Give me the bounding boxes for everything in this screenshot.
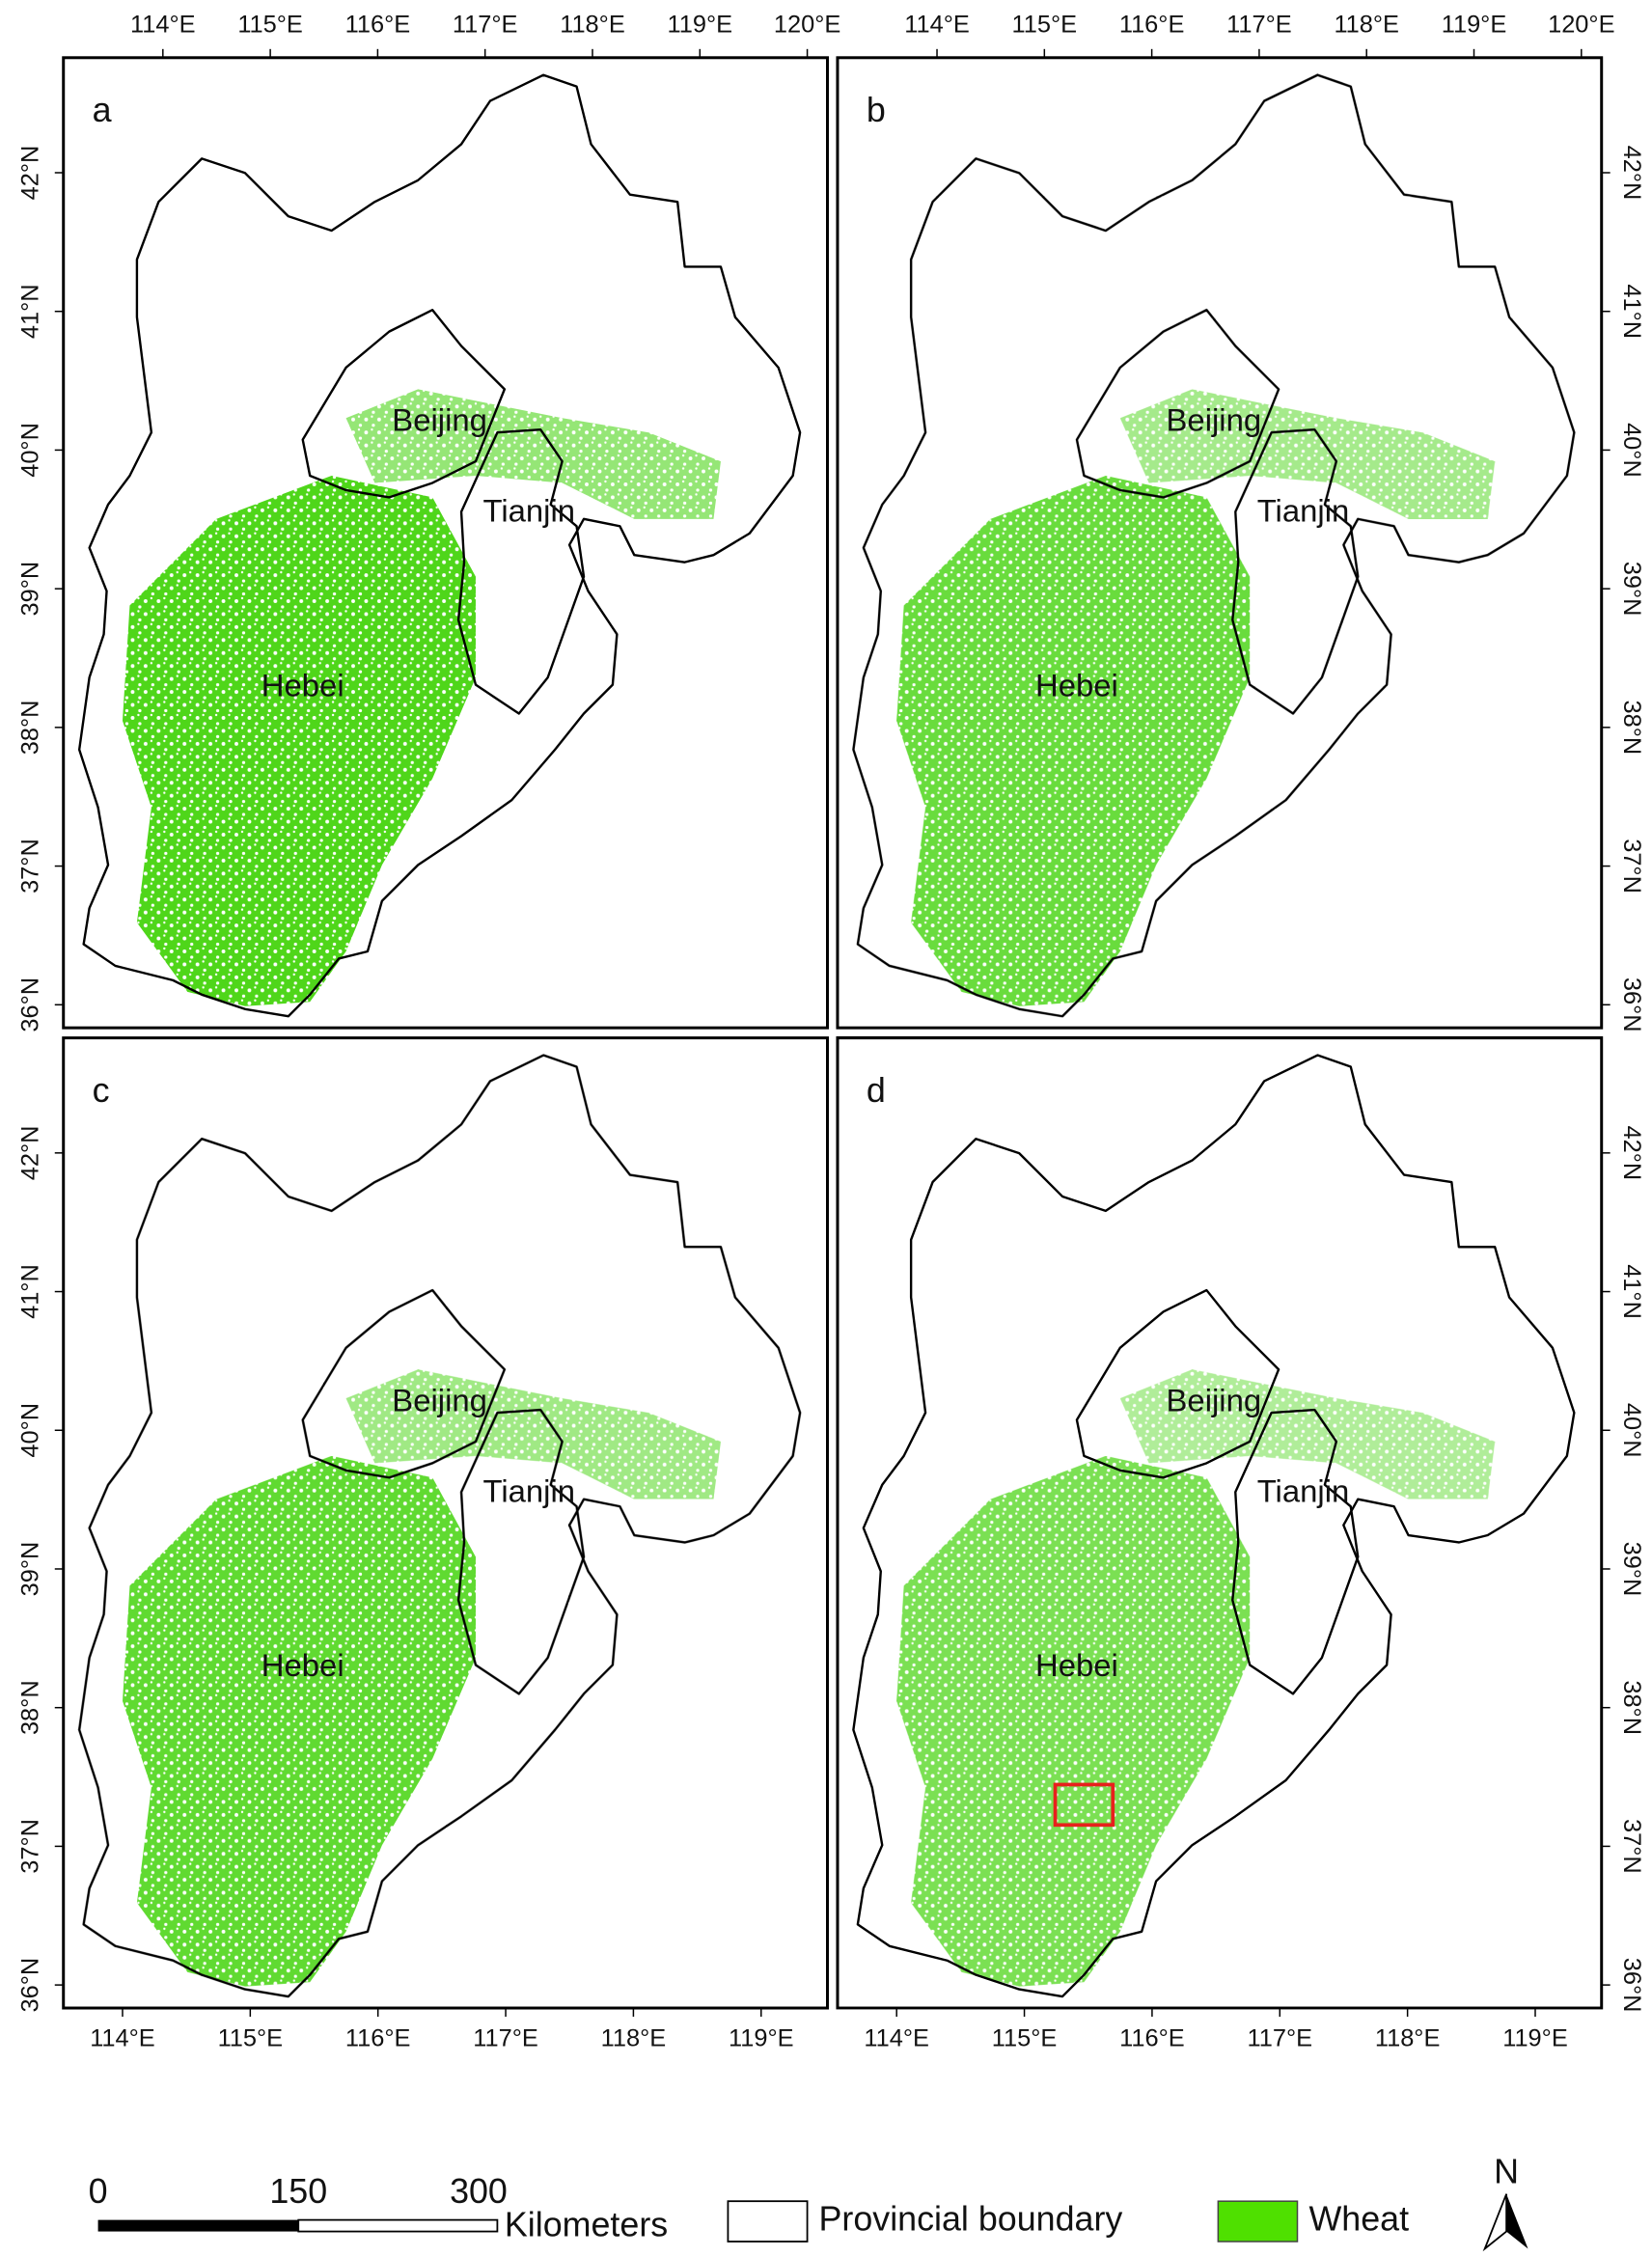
panel-b [836, 56, 1604, 1030]
lat-label: 41°N [1618, 284, 1645, 339]
panel-letter: d [867, 1071, 886, 1110]
lon-label: 114°E [864, 2025, 929, 2052]
panel-letter: b [867, 91, 886, 129]
province-label: Beijing [392, 1382, 487, 1417]
lat-label: 38°N [1618, 700, 1645, 755]
lat-label: 39°N [17, 562, 44, 617]
province-label: Beijing [1167, 401, 1262, 437]
lat-label: 40°N [1618, 1403, 1645, 1458]
province-label: Beijing [1167, 1382, 1262, 1417]
lon-label: 114°E [90, 2025, 155, 2052]
study-area-box [1053, 1782, 1115, 1828]
lat-label: 36°N [1618, 977, 1645, 1032]
lon-label: 117°E [453, 12, 518, 39]
legend-label: Wheat [1308, 2200, 1409, 2239]
lon-label: 114°E [904, 12, 970, 39]
panel-a [62, 56, 829, 1030]
lon-label: 118°E [601, 2025, 667, 2052]
lat-label: 41°N [17, 284, 44, 339]
lat-label: 36°N [1618, 1958, 1645, 2013]
lat-label: 42°N [1618, 146, 1645, 201]
lon-label: 115°E [237, 12, 303, 39]
lon-label: 118°E [1375, 2025, 1441, 2052]
lon-label: 118°E [1334, 12, 1399, 39]
lon-label: 119°E [729, 2025, 794, 2052]
lon-label: 116°E [1119, 2025, 1185, 2052]
province-label: Tianjin [1257, 1472, 1350, 1508]
scale-label: 0 [89, 2172, 108, 2211]
lon-label: 115°E [1012, 12, 1078, 39]
lon-label: 117°E [1226, 12, 1292, 39]
lon-label: 119°E [1442, 12, 1507, 39]
province-label: Beijing [392, 401, 487, 437]
scale-label: 300 [450, 2172, 508, 2211]
lat-label: 36°N [17, 1958, 44, 2013]
lon-label: 119°E [1502, 2025, 1568, 2052]
province-label: Hebei [1035, 667, 1118, 702]
scale-label: 150 [269, 2172, 327, 2211]
lat-label: 41°N [1618, 1264, 1645, 1319]
lat-label: 42°N [17, 146, 44, 201]
lon-label: 116°E [345, 2025, 411, 2052]
lat-label: 38°N [17, 1680, 44, 1735]
province-label: Hebei [262, 667, 344, 702]
lon-label: 117°E [473, 2025, 538, 2052]
lon-label: 115°E [218, 2025, 284, 2052]
lat-label: 40°N [17, 423, 44, 478]
panel-c [62, 1036, 829, 2010]
province-label: Tianjin [482, 1472, 575, 1508]
panel-letter: a [93, 91, 112, 129]
lat-label: 39°N [1618, 562, 1645, 617]
scale-unit: Kilometers [505, 2206, 668, 2244]
legend-label: Provincial boundary [819, 2200, 1123, 2239]
province-label: Tianjin [1257, 493, 1350, 529]
lat-label: 42°N [17, 1125, 44, 1180]
lat-label: 42°N [1618, 1125, 1645, 1180]
lat-label: 39°N [1618, 1542, 1645, 1597]
lon-label: 114°E [130, 12, 196, 39]
lat-label: 40°N [1618, 423, 1645, 478]
north-label: N [1494, 2152, 1519, 2190]
lon-label: 117°E [1248, 2025, 1313, 2052]
lon-label: 116°E [345, 12, 411, 39]
province-label: Tianjin [482, 493, 575, 529]
lat-label: 37°N [1618, 839, 1645, 894]
lat-label: 38°N [1618, 1680, 1645, 1735]
lat-label: 37°N [1618, 1819, 1645, 1874]
lat-label: 39°N [17, 1542, 44, 1597]
legend [97, 2193, 1528, 2252]
lon-label: 115°E [992, 2025, 1058, 2052]
lat-label: 36°N [17, 977, 44, 1032]
province-label: Hebei [262, 1647, 344, 1683]
lon-label: 116°E [1119, 12, 1185, 39]
lon-label: 118°E [560, 12, 625, 39]
lat-label: 37°N [17, 839, 44, 894]
lon-label: 119°E [668, 12, 733, 39]
lat-label: 38°N [17, 700, 44, 755]
province-label: Hebei [1035, 1647, 1118, 1683]
lat-label: 41°N [17, 1264, 44, 1319]
panel-d [836, 1036, 1604, 2010]
lon-label: 120°E [774, 12, 840, 39]
panel-letter: c [93, 1071, 110, 1110]
lat-label: 40°N [17, 1403, 44, 1458]
lat-label: 37°N [17, 1819, 44, 1874]
lon-label: 120°E [1548, 12, 1614, 39]
